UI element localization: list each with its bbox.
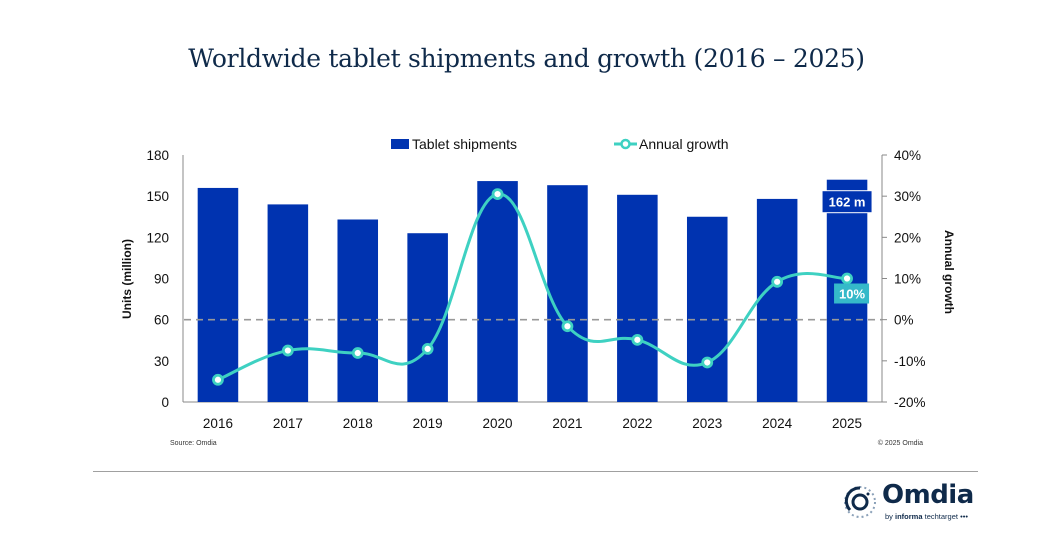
x-tick-label: 2019 [413,416,443,431]
omdia-byline: by informa techtarget ••• [885,512,968,521]
x-tick-label: 2024 [762,416,793,431]
x-tick-label: 2017 [273,416,303,431]
right-tick-label: -10% [894,354,926,369]
left-tick-label: 60 [154,313,169,328]
growth-point-2023 [701,356,714,369]
legend-marker-annual-growth [620,138,631,150]
byline-prefix: by [885,512,893,521]
footer-divider [93,471,978,472]
x-tick-label: 2025 [832,416,862,431]
right-tick-label: 10% [894,272,921,287]
bar-2018 [337,219,379,402]
x-tick-label: 2021 [552,416,582,431]
growth-point-2022 [631,333,644,346]
bar-2017 [267,204,309,402]
left-axis-title: Units (million) [120,239,134,319]
left-tick-label: 0 [161,395,169,410]
left-tick-label: 30 [154,354,169,369]
bar-2020 [477,181,518,402]
bar-2024 [756,198,798,402]
growth-point-2019 [421,342,434,355]
growth-point-2025 [841,272,853,285]
growth-value-label: 10% [839,287,865,302]
source-note: Source: Omdia [170,440,217,447]
growth-point-2020 [491,188,504,201]
growth-point-2021 [561,320,574,333]
right-tick-label: 30% [894,189,921,204]
x-tick-label: 2022 [622,416,652,431]
bar-2019 [407,233,448,402]
growth-point-2024 [771,275,784,288]
right-axis-title: Annual growth [942,230,956,314]
omdia-wordmark: Omdia [882,480,974,510]
x-tick-label: 2020 [483,416,513,431]
right-tick-label: -20% [894,395,926,410]
growth-point-2017 [281,344,294,357]
legend-label-annual-growth: Annual growth [639,136,729,152]
right-tick-label: 20% [894,230,921,245]
right-axis-ticks: -20% -10% 0% 10% 20% 30% 40% [882,148,926,410]
bar-2016 [197,187,239,402]
bar-2021 [547,185,588,402]
omdia-logo-icon [844,486,876,518]
chart-title: Worldwide tablet shipments and growth (2… [188,44,865,73]
left-tick-label: 120 [146,230,169,245]
x-tick-label: 2016 [203,416,233,431]
bar-2022 [617,194,658,402]
copyright-note: © 2025 Omdia [878,439,923,447]
bar-value-label: 162 m [829,195,866,210]
byline-dots-icon: ••• [960,512,968,521]
bar-series [197,179,868,402]
right-tick-label: 40% [894,148,921,163]
bar-2023 [686,216,728,402]
legend-label-tablet-shipments: Tablet shipments [412,136,517,152]
growth-points [212,188,853,386]
annotations: 162 m 10% [821,190,873,304]
growth-value-label-bg [834,283,870,304]
omdia-logo: Omdia by informa techtarget ••• [842,480,982,528]
growth-point-2016 [212,373,224,386]
left-tick-label: 180 [146,148,169,163]
x-axis-labels: 2016 2017 2018 2019 2020 2021 2022 2023 2024 2025 [203,416,862,431]
legend: Tablet shipments Annual growth [391,136,729,152]
x-tick-label: 2023 [692,416,722,431]
right-tick-label: 0% [894,313,914,328]
x-tick-label: 2018 [343,416,373,431]
legend-swatch-tablet-shipments [391,139,409,149]
growth-point-2018 [351,347,364,359]
growth-line [217,192,848,382]
bar-value-label-bg [821,190,873,214]
byline-suffix: techtarget [924,512,958,521]
left-tick-label: 150 [146,189,169,204]
left-axis-ticks: 0 30 60 90 120 150 180 [146,148,169,410]
left-tick-label: 90 [154,272,169,287]
byline-brand: informa [895,512,923,521]
